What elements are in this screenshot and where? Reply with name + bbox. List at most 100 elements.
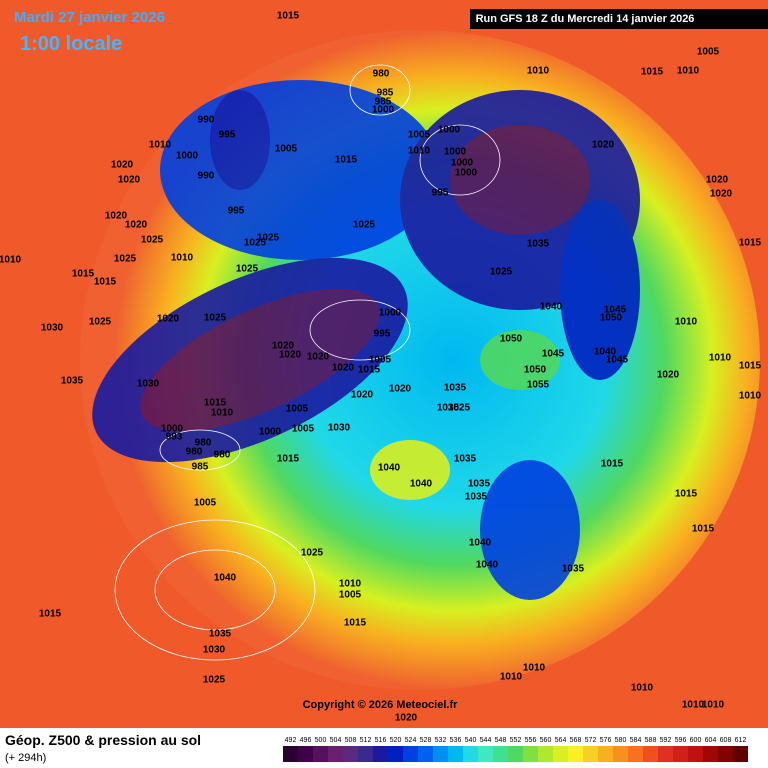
isobar-label: 985 [377, 88, 394, 99]
low-height-areas [92, 80, 640, 600]
isobar-label: 1035 [465, 492, 488, 503]
isobar-label: 1020 [710, 189, 733, 200]
scale-swatch [493, 746, 508, 762]
isobar-label: 1010 [682, 700, 705, 711]
isobar-label: 1025 [448, 403, 471, 414]
scale-swatch [478, 746, 493, 762]
isobar-label: 1000 [451, 158, 474, 169]
isobar-label: 1035 [468, 479, 491, 490]
isobar-label: 1020 [111, 160, 134, 171]
scale-swatch [448, 746, 463, 762]
isobar-label: 1020 [395, 713, 418, 724]
isobar-label: 1005 [339, 590, 362, 601]
scale-label: 516 [375, 737, 387, 744]
field-name: Géop. Z500 & pression au sol [5, 732, 201, 748]
scale-swatch [733, 746, 748, 762]
isobar-label: 1050 [600, 313, 623, 324]
isobar-label: 1000 [176, 151, 199, 162]
scale-swatch [343, 746, 358, 762]
isobar-label: 1020 [105, 211, 128, 222]
isobar-label: 1010 [523, 663, 546, 674]
isobar-label: 1000 [444, 147, 467, 158]
scale-swatch [673, 746, 688, 762]
isobar-label: 990 [198, 115, 215, 126]
isobar-label: 1045 [606, 355, 629, 366]
scale-label: 600 [690, 737, 702, 744]
scale-swatch [583, 746, 598, 762]
scale-label: 604 [705, 737, 717, 744]
scale-swatch [538, 746, 553, 762]
isobar-label: 1035 [454, 454, 477, 465]
scale-swatch [628, 746, 643, 762]
isobar-label: 1025 [114, 254, 137, 265]
scale-label: 548 [495, 737, 507, 744]
scale-swatch [553, 746, 568, 762]
isobar-label: 1035 [209, 629, 232, 640]
isobar-label: 1020 [118, 175, 141, 186]
isobar-label: 1015 [692, 524, 715, 535]
isobar-label: 1020 [279, 350, 302, 361]
scale-label: 580 [615, 737, 627, 744]
scale-swatch [328, 746, 343, 762]
scale-label: 596 [675, 737, 687, 744]
isobar-label: 1020 [157, 314, 180, 325]
scale-label: 520 [390, 737, 402, 744]
isobar-label: 995 [228, 206, 245, 217]
isobar-label: 980 [214, 450, 231, 461]
isobar-label: 1015 [39, 609, 62, 620]
scale-label: 576 [600, 737, 612, 744]
scale-label: 584 [630, 737, 642, 744]
isobar-label: 993 [166, 432, 183, 443]
isobar-label: 1015 [675, 489, 698, 500]
isobar-label: 1025 [244, 238, 267, 249]
scale-swatch [688, 746, 703, 762]
isobar-label: 1040 [410, 479, 433, 490]
isobar-label: 1010 [149, 140, 172, 151]
scale-label: 556 [525, 737, 537, 744]
isobar-label: 1000 [372, 105, 395, 116]
scale-swatch [718, 746, 733, 762]
isobar-label: 1025 [301, 548, 324, 559]
isobar-label: 1030 [328, 423, 351, 434]
isobar-label: 1025 [204, 313, 227, 324]
isobar-label: 1010 [408, 146, 431, 157]
isobar-label: 1010 [675, 317, 698, 328]
isobar-label: 1025 [203, 675, 226, 686]
isobar-label: 1005 [408, 130, 431, 141]
isobar-label: 1025 [141, 235, 164, 246]
isobar-label: 1015 [344, 618, 367, 629]
isobar-label: 1000 [455, 168, 478, 179]
isobar-label: 1025 [490, 267, 513, 278]
isobar-label: 1025 [353, 220, 376, 231]
scale-label: 608 [720, 737, 732, 744]
isobar-label: 980 [373, 69, 390, 80]
isobar-label: 1020 [307, 352, 330, 363]
scale-swatch [388, 746, 403, 762]
isobar-label: 1040 [594, 347, 617, 358]
scale-swatch [433, 746, 448, 762]
scale-label: 504 [330, 737, 342, 744]
isobar-label: 980 [195, 438, 212, 449]
isobar-label: 1035 [437, 403, 460, 414]
scale-label: 528 [420, 737, 432, 744]
isobar-label: 1000 [259, 427, 282, 438]
scale-swatch [283, 746, 298, 762]
lead-time: (+ 294h) [5, 752, 46, 764]
isobar-label: 1040 [476, 560, 499, 571]
isobar-label: 980 [186, 447, 203, 458]
isobar-label: 1015 [739, 238, 762, 249]
isobar-label: 1005 [275, 144, 298, 155]
isobar-label: 1010 [631, 683, 654, 694]
isobar-label: 985 [375, 97, 392, 108]
isobar-label: 1050 [524, 365, 547, 376]
isobar-label: 1035 [61, 376, 84, 387]
scale-swatch [643, 746, 658, 762]
isobar-label: 1015 [72, 269, 95, 280]
isobar-label: 1020 [592, 140, 615, 151]
scale-swatch [298, 746, 313, 762]
isobar-label: 1005 [194, 498, 217, 509]
scale-label: 568 [570, 737, 582, 744]
isobar-label: 1015 [277, 454, 300, 465]
scale-label: 508 [345, 737, 357, 744]
